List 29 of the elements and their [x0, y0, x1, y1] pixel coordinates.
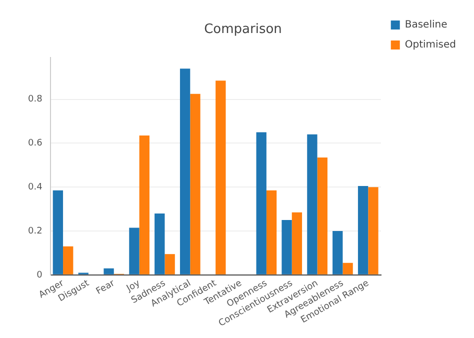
bar: [266, 190, 277, 274]
bar: [292, 212, 302, 274]
y-tick-label: 0.6: [28, 138, 43, 149]
bar: [368, 187, 378, 274]
bar: [154, 213, 165, 274]
legend-label: Baseline: [404, 20, 448, 31]
bar: [190, 94, 200, 274]
bar: [332, 231, 343, 274]
bar: [317, 157, 328, 274]
y-tick-label: 0.4: [28, 182, 43, 192]
y-tick-label: 0.8: [28, 94, 43, 105]
bar: [52, 190, 64, 274]
x-tick-label: Fear: [94, 278, 117, 297]
bar: [282, 220, 292, 274]
bar: [216, 80, 226, 274]
bar: [180, 68, 190, 274]
chart-title: Comparison: [204, 22, 282, 38]
y-tick-label: 0: [36, 270, 43, 280]
bar: [256, 132, 266, 274]
bar: [164, 254, 175, 274]
y-tick-label: 0.2: [28, 226, 42, 236]
bar: [358, 186, 368, 274]
bar: [139, 136, 150, 274]
bar: [104, 268, 114, 274]
legend-label: Optimised: [404, 40, 456, 51]
bar: [129, 228, 140, 274]
bar: [63, 246, 74, 274]
bar: [342, 262, 353, 274]
bar: [307, 134, 318, 274]
